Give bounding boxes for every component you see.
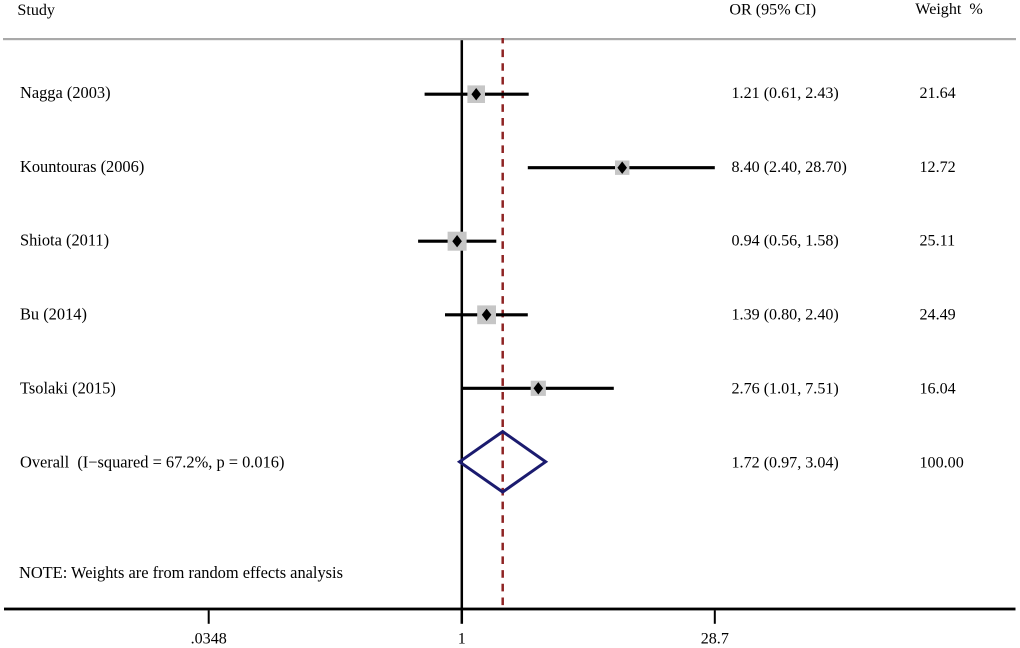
svg-text:Study: Study [17, 2, 55, 19]
svg-text:Overall (I−squared = 67.2%, p: Overall (I−squared = 67.2%, p = 0.016) [20, 452, 284, 471]
svg-text:16.04: 16.04 [920, 380, 956, 397]
svg-text:2.76 (1.01, 7.51): 2.76 (1.01, 7.51) [732, 380, 839, 397]
svg-text:Bu (2014): Bu (2014) [20, 305, 87, 324]
svg-text:Nagga (2003): Nagga (2003) [20, 83, 111, 102]
svg-text:Tsolaki (2015): Tsolaki (2015) [20, 378, 116, 397]
svg-text:0.94 (0.56, 1.58): 0.94 (0.56, 1.58) [732, 233, 839, 250]
svg-text:1.21 (0.61, 2.43): 1.21 (0.61, 2.43) [732, 85, 839, 102]
svg-text:24.49: 24.49 [920, 307, 956, 324]
svg-text:25.11: 25.11 [920, 233, 956, 250]
svg-text:12.72: 12.72 [920, 159, 956, 176]
svg-text:100.00: 100.00 [920, 454, 964, 471]
svg-text:28.7: 28.7 [701, 631, 729, 648]
svg-text:1: 1 [458, 631, 466, 648]
svg-text:1.72 (0.97, 3.04): 1.72 (0.97, 3.04) [732, 454, 839, 471]
svg-text:Kountouras (2006): Kountouras (2006) [20, 157, 144, 176]
svg-text:8.40 (2.40, 28.70): 8.40 (2.40, 28.70) [732, 159, 847, 176]
svg-text:21.64: 21.64 [920, 85, 956, 102]
svg-text:Weight %: Weight % [915, 1, 983, 18]
svg-text:1.39 (0.80, 2.40): 1.39 (0.80, 2.40) [732, 307, 839, 324]
svg-text:.0348: .0348 [191, 631, 227, 648]
svg-text:NOTE: Weights are from random: NOTE: Weights are from random effects an… [19, 563, 343, 582]
svg-text:Shiota (2011): Shiota (2011) [20, 231, 109, 250]
svg-text:OR (95% CI): OR (95% CI) [729, 2, 816, 19]
